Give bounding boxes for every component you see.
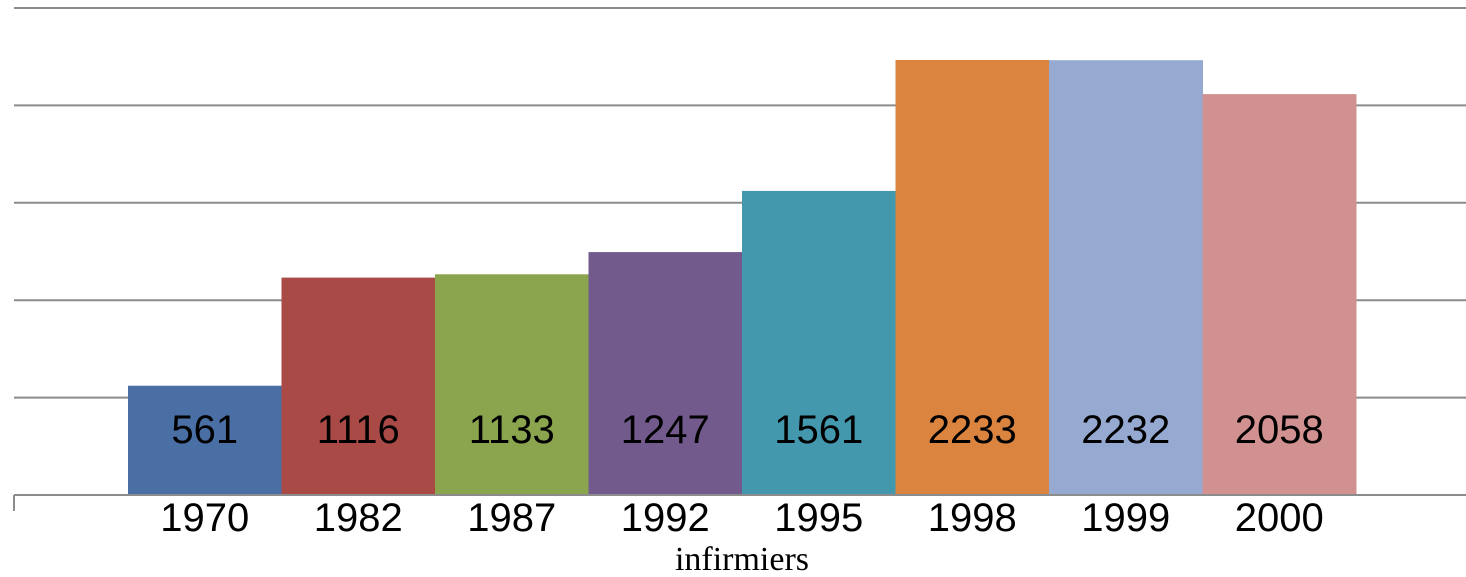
- bar-1970: [128, 385, 282, 495]
- x-tick-label-1970: 1970: [160, 496, 249, 540]
- data-labels: 561 1116 1133 1247 1561 2233 2232 2058: [171, 408, 1323, 452]
- bar-1982: [281, 277, 436, 495]
- bar-1987: [435, 274, 589, 495]
- x-tick-label-1992: 1992: [621, 496, 710, 540]
- data-label-1992: 1247: [621, 408, 710, 452]
- bar-1999: [1049, 60, 1203, 496]
- x-tick-label-1995: 1995: [774, 496, 863, 540]
- data-label-1982: 1116: [317, 408, 400, 452]
- x-axis: [13, 494, 1466, 511]
- data-label-1995: 1561: [774, 408, 863, 452]
- data-label-1970: 561: [171, 408, 238, 452]
- x-tick-label-1987: 1987: [467, 496, 556, 540]
- x-axis-label: infirmiers: [675, 541, 809, 577]
- bar-1992: [588, 252, 743, 495]
- x-tick-label-1998: 1998: [928, 496, 1017, 540]
- x-tick-label-2000: 2000: [1235, 496, 1324, 540]
- data-label-1987: 1133: [469, 408, 555, 452]
- bar-1995: [742, 190, 896, 495]
- x-tick-label-1982: 1982: [314, 496, 403, 540]
- data-label-2000: 2058: [1235, 408, 1324, 452]
- data-label-1998: 2233: [928, 408, 1017, 452]
- data-label-1999: 2232: [1081, 408, 1170, 452]
- bar-2000: [1202, 94, 1357, 496]
- x-tick-labels: 1970 1982 1987 1992 1995 1998 1999 2000: [160, 496, 1323, 540]
- bar-1998: [895, 60, 1050, 496]
- bars: [128, 60, 1357, 496]
- x-tick-label-1999: 1999: [1081, 496, 1170, 540]
